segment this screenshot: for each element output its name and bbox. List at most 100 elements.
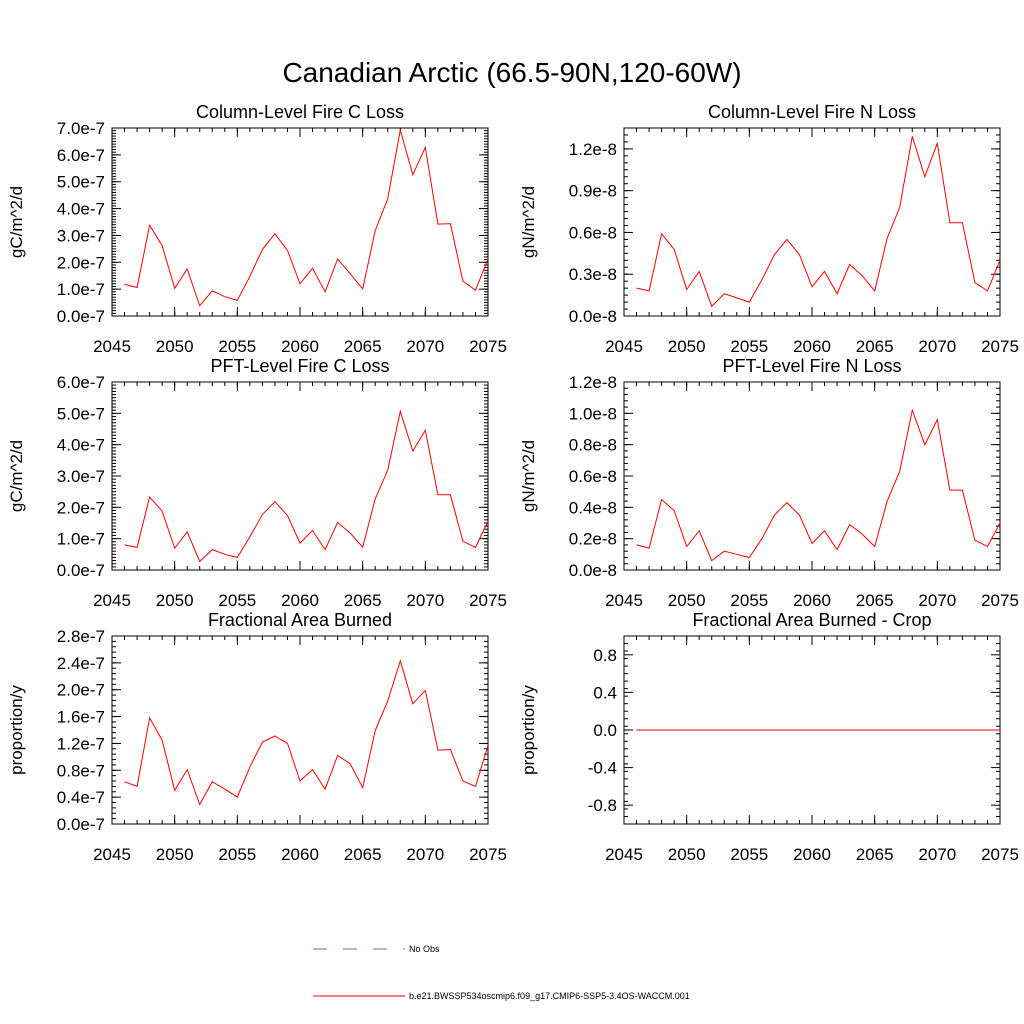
x-tick-label: 2060 xyxy=(793,337,831,356)
x-tick-label: 2070 xyxy=(406,337,444,356)
panel-2: Column-Level Fire N Loss gN/m^2/d 2045 2050… xyxy=(519,102,1019,356)
y-axis-label: gN/m^2/d xyxy=(519,186,538,258)
x-tick-label: 2070 xyxy=(406,591,444,610)
y-tick-label: 5.0e-7 xyxy=(57,404,105,423)
y-tick-label: 0.4e-8 xyxy=(569,498,617,517)
x-tick-label: 2055 xyxy=(218,591,256,610)
x-tick-label: 2045 xyxy=(605,591,643,610)
y-tick-label: 2.0e-7 xyxy=(57,681,105,700)
panel-1: Column-Level Fire C Loss gC/m^2/d 2045 2050… xyxy=(7,102,507,356)
x-tick-label: 2065 xyxy=(344,845,382,864)
y-tick-label: -0.8 xyxy=(588,796,617,815)
x-tick-label: 2055 xyxy=(218,845,256,864)
y-axis-label: gN/m^2/d xyxy=(519,440,538,512)
x-tick-label: 2070 xyxy=(918,845,956,864)
y-tick-label: 0.3e-8 xyxy=(569,265,617,284)
legend-model-label: b.e21.BWSSP534oscmip6.f09_g17.CMIP6-SSP5… xyxy=(409,991,690,1001)
x-tick-label: 2045 xyxy=(93,591,131,610)
y-tick-label: 0.4e-7 xyxy=(57,788,105,807)
y-tick-label: 3.0e-7 xyxy=(57,226,105,245)
y-tick-label: 2.8e-7 xyxy=(57,627,105,646)
y-tick-label: 0.0 xyxy=(593,721,617,740)
x-tick-label: 2075 xyxy=(469,337,507,356)
y-tick-label: 1.0e-8 xyxy=(569,404,617,423)
y-tick-label: 1.0e-7 xyxy=(57,280,105,299)
plot-frame xyxy=(111,381,489,571)
y-tick-label: 0.8e-8 xyxy=(569,436,617,455)
x-tick-label: 2060 xyxy=(793,591,831,610)
y-tick-label: 2.4e-7 xyxy=(57,654,105,673)
x-tick-label: 2050 xyxy=(668,591,706,610)
y-tick-label: 1.6e-7 xyxy=(57,708,105,727)
panel-title: Column-Level Fire C Loss xyxy=(196,102,404,122)
y-axis-label: proportion/y xyxy=(519,685,538,775)
panel-title: Column-Level Fire N Loss xyxy=(708,102,916,122)
panel-title: Fractional Area Burned - Crop xyxy=(692,610,931,630)
y-tick-label: 1.2e-8 xyxy=(569,373,617,392)
x-tick-label: 2065 xyxy=(344,591,382,610)
x-tick-label: 2050 xyxy=(668,845,706,864)
x-tick-label: 2050 xyxy=(156,337,194,356)
panel-title: PFT-Level Fire N Loss xyxy=(722,356,901,376)
y-tick-label: 7.0e-7 xyxy=(57,119,105,138)
y-tick-label: 1.0e-7 xyxy=(57,530,105,549)
x-tick-label: 2065 xyxy=(856,591,894,610)
x-tick-label: 2060 xyxy=(793,845,831,864)
x-tick-label: 2065 xyxy=(856,337,894,356)
x-tick-label: 2070 xyxy=(918,337,956,356)
y-tick-label: 0.0e-7 xyxy=(57,307,105,326)
series-line xyxy=(124,409,489,563)
x-tick-label: 2045 xyxy=(605,337,643,356)
y-tick-label: 0.6e-8 xyxy=(569,467,617,486)
panel-4: PFT-Level Fire N Loss gN/m^2/d 2045 2050 205… xyxy=(519,356,1019,610)
y-tick-label: 4.0e-7 xyxy=(57,436,105,455)
x-tick-label: 2050 xyxy=(156,591,194,610)
plot-frame xyxy=(623,127,1001,317)
x-tick-label: 2065 xyxy=(856,845,894,864)
plot-frame xyxy=(111,127,489,317)
y-tick-label: 4.0e-7 xyxy=(57,200,105,219)
y-tick-label: 0.2e-8 xyxy=(569,530,617,549)
x-tick-label: 2055 xyxy=(730,591,768,610)
legend: No Obs b.e21.BWSSP534oscmip6.f09_g17.CMI… xyxy=(313,944,690,1001)
x-tick-label: 2075 xyxy=(981,337,1019,356)
x-tick-label: 2075 xyxy=(981,591,1019,610)
x-tick-label: 2045 xyxy=(93,845,131,864)
series-line xyxy=(124,659,489,806)
y-tick-label: 2.0e-7 xyxy=(57,498,105,517)
x-tick-label: 2075 xyxy=(469,845,507,864)
x-tick-label: 2060 xyxy=(281,845,319,864)
y-tick-label: 3.0e-7 xyxy=(57,467,105,486)
x-tick-label: 2060 xyxy=(281,591,319,610)
y-tick-label: 6.0e-7 xyxy=(57,373,105,392)
x-tick-label: 2075 xyxy=(981,845,1019,864)
chart-panels: Column-Level Fire C Loss gC/m^2/d 2045 2050… xyxy=(7,102,1019,864)
y-axis-label: proportion/y xyxy=(7,685,26,775)
x-tick-label: 2045 xyxy=(93,337,131,356)
panel-title: Fractional Area Burned xyxy=(208,610,392,630)
x-tick-label: 2045 xyxy=(605,845,643,864)
y-tick-label: 0.0e-7 xyxy=(57,561,105,580)
x-tick-label: 2070 xyxy=(406,845,444,864)
y-tick-label: 0.0e-8 xyxy=(569,307,617,326)
figure-title: Canadian Arctic (66.5-90N,120-60W) xyxy=(282,57,741,88)
y-tick-label: 0.9e-8 xyxy=(569,182,617,201)
x-tick-label: 2075 xyxy=(469,591,507,610)
plot-frame xyxy=(623,381,1001,571)
plot-frame xyxy=(111,635,489,825)
x-tick-label: 2065 xyxy=(344,337,382,356)
panel-title: PFT-Level Fire C Loss xyxy=(210,356,389,376)
x-tick-label: 2055 xyxy=(218,337,256,356)
y-tick-label: 0.8e-7 xyxy=(57,761,105,780)
y-tick-label: 0.6e-8 xyxy=(569,223,617,242)
x-tick-label: 2055 xyxy=(730,845,768,864)
y-tick-label: 0.0e-7 xyxy=(57,815,105,834)
panel-3: PFT-Level Fire C Loss gC/m^2/d 2045 2050 205… xyxy=(7,356,507,610)
y-tick-label: 1.2e-8 xyxy=(569,140,617,159)
y-tick-label: 1.2e-7 xyxy=(57,734,105,753)
x-tick-label: 2070 xyxy=(918,591,956,610)
y-tick-label: 0.0e-8 xyxy=(569,561,617,580)
x-tick-label: 2050 xyxy=(156,845,194,864)
series-line xyxy=(636,136,1001,308)
